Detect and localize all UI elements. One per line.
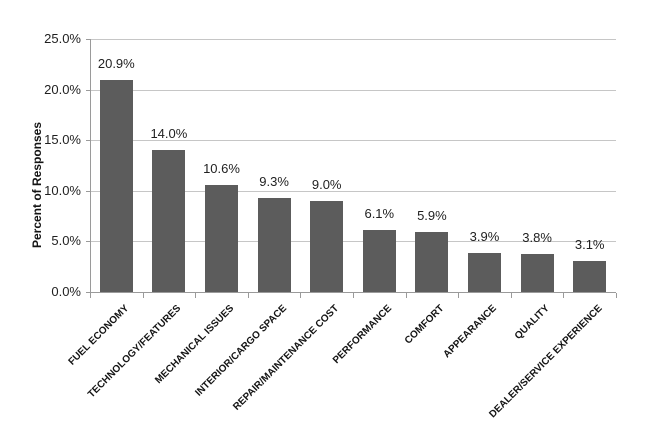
- x-tick: [247, 293, 249, 298]
- x-tick: [195, 293, 197, 298]
- bar-dealer-service-experience: [573, 260, 607, 292]
- bar-fuel-economy: [99, 80, 133, 292]
- category-label: QUALITY: [513, 303, 552, 342]
- x-tick: [616, 293, 617, 298]
- bar-performance: [362, 230, 396, 292]
- bar-value-label: 3.9%: [469, 228, 500, 244]
- gridline: [90, 140, 616, 142]
- bar-value-label: 14.0%: [150, 126, 188, 142]
- x-tick: [563, 293, 565, 298]
- y-tick: [86, 140, 90, 142]
- bar-appearance: [468, 252, 501, 292]
- bar-interior-cargo-space: [257, 197, 291, 292]
- bar-technology-features: [152, 150, 186, 292]
- bar-value-label: 9.3%: [259, 173, 289, 189]
- y-axis-title: Percent of Responses: [30, 121, 44, 249]
- y-axis-line: [90, 39, 91, 293]
- x-tick: [90, 293, 91, 298]
- bar-value-label: 6.1%: [364, 206, 395, 222]
- y-tick: [86, 292, 90, 293]
- y-tick-label: 0.0%: [51, 284, 81, 299]
- bar-value-label: 10.6%: [203, 160, 240, 176]
- x-tick: [510, 293, 512, 298]
- bar-value-label: 9.0%: [311, 176, 342, 192]
- gridline: [90, 241, 616, 243]
- category-label: APPEARANCE: [441, 303, 500, 361]
- bar-quality: [520, 253, 554, 292]
- x-axis-line: [90, 292, 616, 293]
- category-label: DEALER/SERVICE EXPERIENCE: [487, 303, 605, 421]
- bar-value-label: 3.1%: [574, 236, 605, 252]
- bar-mechanical-issues: [205, 184, 238, 292]
- y-tick: [86, 89, 90, 91]
- gridline: [90, 89, 616, 91]
- category-label: COMFORT: [403, 303, 447, 347]
- bar-comfort: [415, 232, 449, 292]
- bar-value-label: 20.9%: [97, 56, 135, 72]
- y-tick: [86, 190, 90, 192]
- y-tick-label: 20.0%: [44, 81, 81, 97]
- bar-repair-maintenance-cost: [310, 200, 344, 292]
- y-tick-label: 25.0%: [44, 31, 81, 46]
- category-label: INTERIOR/CARGO SPACE: [193, 303, 289, 399]
- y-tick-label: 5.0%: [51, 233, 81, 249]
- bar-value-label: 5.9%: [417, 208, 447, 224]
- y-tick: [86, 241, 90, 243]
- category-label: REPAIR/MAINTENANCE COST: [231, 303, 342, 413]
- y-tick-label: 15.0%: [44, 132, 81, 148]
- x-tick: [405, 293, 407, 298]
- x-tick: [142, 293, 144, 298]
- category-label: TECHNOLOGY/FEATURES: [86, 303, 184, 401]
- gridline: [90, 39, 616, 40]
- x-tick: [353, 293, 354, 298]
- bar-value-label: 3.8%: [522, 229, 552, 245]
- x-tick: [300, 293, 302, 298]
- x-tick: [458, 293, 460, 298]
- y-tick-label: 10.0%: [44, 182, 81, 198]
- y-tick: [86, 39, 90, 40]
- category-label: PERFORMANCE: [330, 303, 395, 367]
- gridline: [90, 190, 616, 192]
